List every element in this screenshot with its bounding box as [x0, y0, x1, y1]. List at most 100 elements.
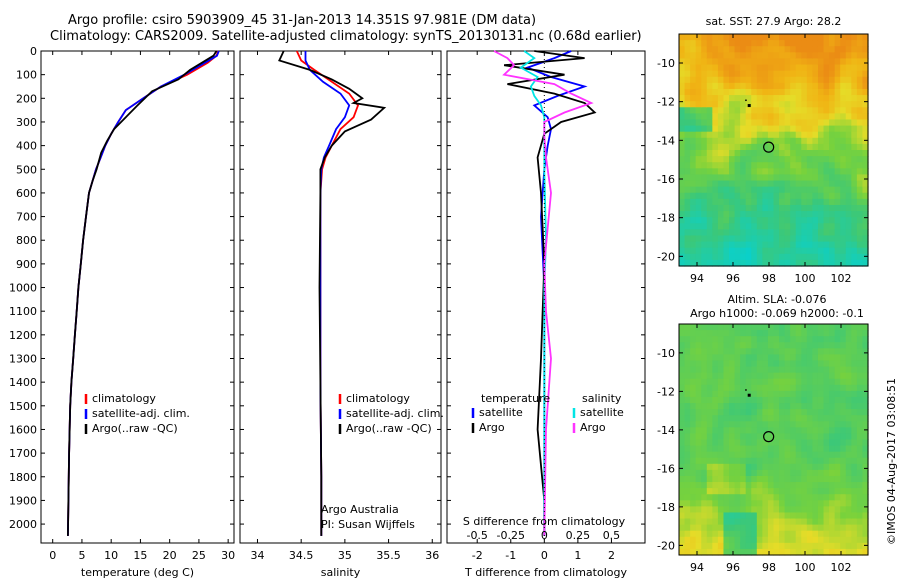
heatmap-cell: [784, 475, 791, 483]
heatmap-cell: [712, 217, 719, 224]
heatmap-cell: [684, 324, 691, 331]
heatmap-cell: [817, 113, 825, 121]
heatmap-cell: [845, 186, 852, 194]
heatmap-cell: [851, 366, 858, 374]
heatmap-cell: [801, 427, 808, 435]
heatmap-cell: [701, 204, 708, 212]
heatmap-cell: [817, 40, 825, 47]
heatmap-cell: [734, 372, 741, 380]
heatmap-cell: [856, 58, 864, 66]
heatmap-cell: [723, 101, 730, 108]
heatmap-cell: [734, 131, 741, 139]
heatmap-cell: [695, 403, 702, 410]
heatmap-cell: [684, 223, 691, 230]
heatmap-cell: [684, 330, 691, 337]
heatmap-cell: [840, 506, 847, 514]
heatmap-cell: [829, 360, 836, 368]
heatmap-cell: [851, 421, 858, 428]
heatmap-cell: [695, 253, 702, 261]
heatmap-cell: [695, 180, 702, 188]
heatmap-cell: [712, 548, 719, 556]
heatmap-cell: [723, 506, 730, 514]
heatmap-cell: [756, 475, 763, 483]
heatmap-cell: [790, 46, 797, 53]
heatmap-cell: [723, 488, 730, 495]
heatmap-cell: [690, 34, 697, 41]
heatmap-cell: [790, 342, 797, 349]
heatmap-cell: [845, 488, 852, 495]
heatmap-cell: [712, 107, 719, 114]
heatmap-cell: [751, 162, 758, 169]
heatmap-cell: [829, 530, 836, 538]
heatmap-cell: [823, 482, 830, 489]
heatmap-cell: [756, 415, 763, 422]
heatmap-cell: [695, 451, 702, 459]
heatmap-cell: [756, 548, 763, 556]
heatmap-cell: [751, 229, 758, 237]
heatmap-cell: [690, 174, 697, 182]
heatmap-cell: [762, 506, 769, 514]
heatmap-cell: [712, 390, 719, 398]
heatmap-cell: [717, 40, 725, 47]
heatmap-cell: [762, 427, 769, 435]
heatmap-cell: [762, 530, 769, 538]
heatmap-cell: [745, 360, 752, 368]
heatmap-cell: [817, 415, 825, 422]
heatmap-cell: [712, 58, 719, 66]
heatmap-cell: [701, 348, 708, 355]
heatmap-cell: [784, 324, 791, 331]
heatmap-cell: [729, 451, 736, 459]
heatmap-cell: [706, 241, 713, 249]
heatmap-cell: [851, 469, 858, 477]
heatmap-cell: [762, 403, 769, 410]
heatmap-cell: [767, 482, 775, 489]
heatmap-cell: [734, 168, 741, 176]
heatmap-cell: [790, 488, 797, 495]
heatmap-cell: [856, 82, 864, 90]
heatmap-cell: [862, 530, 869, 538]
heatmap-cell: [723, 131, 730, 139]
heatmap-cell: [729, 34, 736, 41]
heatmap-cell: [851, 76, 858, 84]
heatmap-cell: [851, 506, 858, 514]
heatmap-cell: [812, 457, 819, 465]
heatmap-cell: [751, 223, 758, 230]
heatmap-cell: [701, 336, 708, 343]
heatmap-cell: [829, 548, 836, 556]
heatmap-cell: [712, 500, 719, 507]
heatmap-cell: [801, 211, 808, 218]
heatmap-cell: [679, 390, 686, 398]
heatmap-cell: [862, 396, 869, 404]
panel-frame-temperature: [40, 50, 235, 544]
heatmap-cell: [751, 439, 758, 447]
heatmap-cell: [745, 427, 752, 435]
heatmap-cell: [751, 530, 758, 538]
heatmap-cell: [762, 82, 769, 90]
heatmap-cell: [723, 324, 730, 331]
heatmap-cell: [762, 518, 769, 526]
heatmap-cell: [817, 536, 825, 544]
heatmap-cell: [856, 113, 864, 121]
heatmap-cell: [684, 125, 691, 133]
heatmap-cell: [801, 174, 808, 182]
heatmap-cell: [767, 354, 775, 362]
heatmap-cell: [767, 548, 775, 556]
heatmap-cell: [812, 40, 819, 47]
heatmap-cell: [784, 131, 791, 139]
heatmap-cell: [829, 101, 836, 108]
heatmap-cell: [862, 229, 869, 237]
heatmap-cell: [745, 530, 752, 538]
heatmap-cell: [773, 253, 780, 261]
heatmap-cell: [862, 390, 869, 398]
heatmap-cell: [729, 259, 736, 267]
heatmap-cell: [790, 372, 797, 380]
heatmap-cell: [734, 101, 741, 108]
heatmap-cell: [862, 217, 869, 224]
heatmap-cell: [845, 518, 852, 526]
heatmap-cell: [779, 46, 786, 53]
heatmap-cell: [795, 530, 802, 538]
heatmap-cell: [745, 445, 752, 453]
heatmap-cell: [806, 192, 814, 200]
heatmap-cell: [829, 439, 836, 447]
heatmap-cell: [679, 46, 686, 53]
